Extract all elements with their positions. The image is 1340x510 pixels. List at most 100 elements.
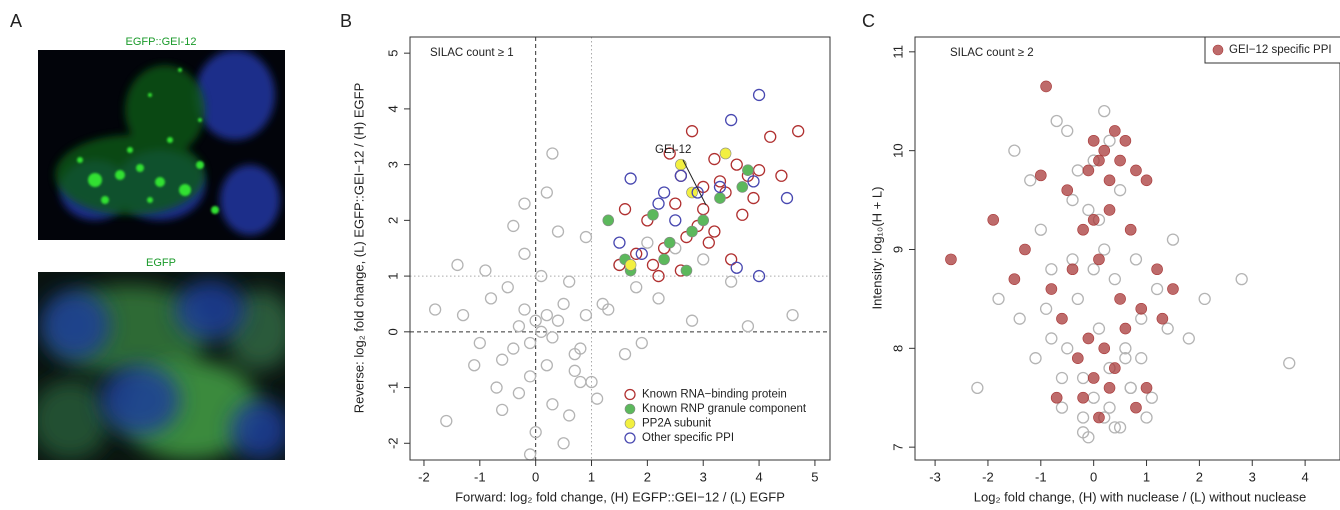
data-point — [1066, 193, 1079, 207]
data-point — [1108, 272, 1121, 286]
data-point — [602, 214, 615, 227]
data-point — [1077, 391, 1089, 404]
data-point — [1108, 421, 1121, 434]
data-point — [652, 197, 665, 210]
data-point — [1087, 391, 1100, 404]
data-point — [697, 203, 710, 216]
legend-marker — [624, 418, 636, 429]
data-point — [551, 225, 565, 238]
data-point — [618, 347, 632, 361]
x-tick-label: -2 — [418, 469, 430, 484]
data-point — [635, 247, 648, 260]
plot-frame — [914, 36, 1340, 461]
data-point — [518, 247, 531, 260]
data-point — [724, 113, 738, 127]
data-point — [535, 325, 548, 338]
data-point — [1124, 381, 1137, 395]
data-point — [1114, 154, 1126, 167]
data-point — [730, 158, 743, 171]
x-tick-label: 0 — [532, 469, 539, 484]
data-point — [786, 308, 799, 322]
data-point — [992, 292, 1005, 306]
data-point — [1029, 352, 1042, 365]
data-point — [484, 292, 498, 305]
data-point — [546, 147, 559, 160]
data-point — [747, 175, 760, 188]
data-point — [540, 186, 553, 199]
data-point — [1140, 411, 1153, 424]
data-point — [1045, 332, 1058, 345]
x-tick-label: -2 — [982, 469, 994, 484]
data-point — [440, 414, 453, 428]
data-point — [1098, 342, 1111, 355]
data-point — [675, 158, 687, 171]
data-point — [741, 320, 755, 333]
legend-marker — [624, 432, 636, 444]
data-point — [1167, 283, 1179, 295]
data-point — [1140, 382, 1153, 394]
y-tick-label: 3 — [385, 161, 400, 168]
data-point — [658, 253, 670, 266]
data-point — [1119, 322, 1132, 335]
data-point — [1283, 356, 1296, 370]
data-point — [1119, 134, 1132, 147]
data-point — [451, 258, 464, 272]
legend-label: Known RNP granule component — [642, 403, 807, 415]
legend-marker — [624, 403, 636, 415]
data-point — [747, 191, 760, 205]
data-point — [540, 308, 553, 322]
image-caption: EGFP::GEI-12 — [126, 36, 197, 48]
data-point — [1235, 272, 1248, 286]
data-point — [574, 375, 587, 389]
data-point — [1087, 134, 1100, 147]
data-point — [1066, 263, 1079, 276]
legend-marker — [624, 388, 636, 401]
data-point — [1066, 253, 1079, 266]
data-point — [557, 297, 570, 311]
data-point — [496, 353, 509, 366]
data-point — [1098, 144, 1111, 157]
data-point — [1071, 292, 1084, 306]
data-point — [428, 303, 442, 316]
data-point — [1034, 223, 1047, 236]
data-point — [680, 264, 693, 277]
data-point — [713, 180, 727, 194]
data-point — [1098, 243, 1111, 256]
data-point — [590, 392, 604, 405]
x-tick-label: 2 — [644, 469, 651, 484]
data-point — [657, 186, 671, 199]
data-point — [1140, 174, 1153, 187]
data-point — [563, 275, 576, 288]
annotation: SILAC count ≥ 2 — [950, 47, 1034, 59]
data-point — [1109, 362, 1121, 374]
data-point — [971, 381, 984, 395]
data-point — [518, 303, 531, 316]
x-axis-label: Forward: log₂ fold change, (H) EGFP::GEI… — [455, 489, 785, 504]
y-tick-label: 4 — [385, 105, 400, 112]
data-point — [546, 331, 559, 344]
data-point — [697, 214, 710, 227]
data-point — [624, 259, 637, 271]
x-tick-label: 0 — [1090, 469, 1097, 484]
data-point — [1092, 322, 1106, 335]
data-point — [669, 197, 682, 210]
data-point — [618, 203, 632, 216]
data-point — [1045, 283, 1058, 295]
data-point — [1098, 104, 1111, 118]
data-point — [1103, 134, 1116, 147]
data-point — [1150, 282, 1164, 296]
legend-marker — [1212, 44, 1224, 56]
data-point — [1076, 426, 1090, 439]
data-point — [1050, 391, 1063, 404]
data-point — [529, 314, 542, 327]
data-point — [512, 386, 526, 400]
data-point — [1182, 332, 1195, 345]
data-point — [724, 275, 738, 288]
data-point — [1077, 223, 1089, 236]
data-point — [708, 152, 721, 166]
data-point — [535, 269, 548, 283]
legend-box — [1204, 36, 1340, 64]
data-point — [523, 336, 537, 350]
data-point — [1076, 411, 1090, 424]
